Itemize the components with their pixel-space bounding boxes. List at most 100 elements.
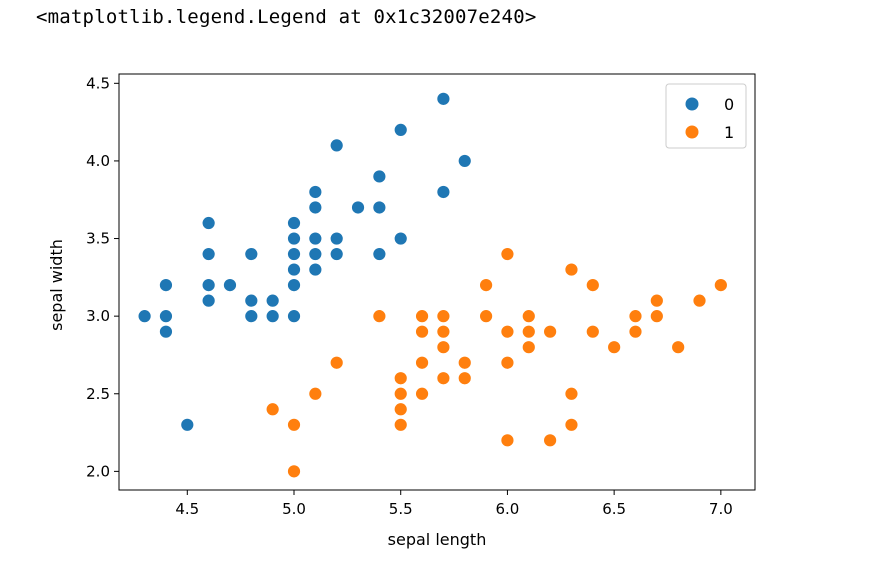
scatter-point-series-1: [521, 309, 536, 324]
y-axis-ticks: 2.0 2.5 3.0 3.5 4.0 4.5: [86, 74, 119, 480]
x-tick-label: 4.5: [175, 500, 199, 518]
y-tick-label: 4.5: [86, 74, 110, 92]
legend-label-1: 1: [724, 123, 734, 142]
scatter-point-series-1: [415, 355, 429, 370]
x-tick-label: 5.5: [389, 500, 413, 518]
legend-label-0: 0: [724, 95, 734, 114]
scatter-point-series-0: [223, 278, 237, 293]
scatter-point-series-1: [436, 371, 451, 386]
scatter-point-series-1: [671, 340, 686, 355]
scatter-point-series-1: [564, 386, 579, 401]
scatter-point-series-1: [372, 309, 387, 324]
scatter-point-series-0: [244, 293, 259, 308]
scatter-point-series-1: [585, 278, 600, 293]
scatter-point-series-1: [436, 309, 451, 324]
scatter-point-series-1: [521, 324, 536, 339]
scatter-point-series-1: [500, 324, 515, 339]
scatter-point-series-1: [649, 293, 664, 308]
scatter-point-series-0: [265, 293, 280, 308]
y-tick-label: 2.0: [86, 462, 110, 480]
scatter-point-series-0: [265, 309, 280, 324]
scatter-point-series-1: [628, 309, 643, 324]
scatter-point-series-1: [308, 386, 323, 401]
scatter-point-series-0: [244, 309, 259, 324]
scatter-point-series-0: [137, 309, 152, 324]
scatter-point-series-0: [329, 138, 344, 153]
x-tick-label: 6.5: [602, 500, 626, 518]
scatter-point-series-0: [308, 200, 323, 215]
scatter-point-series-1: [287, 417, 301, 432]
x-tick-label: 5.0: [282, 500, 306, 518]
scatter-point-series-0: [201, 293, 216, 308]
scatter-point-series-0: [372, 169, 387, 184]
scatter-point-series-0: [201, 216, 216, 230]
legend: 0 1: [665, 83, 747, 149]
scatter-point-series-1: [287, 464, 301, 479]
y-tick-label: 3.0: [86, 307, 110, 325]
scatter-point-series-1: [521, 340, 536, 355]
scatter-point-series-0: [308, 231, 323, 246]
scatter-point-series-0: [329, 231, 344, 246]
scatter-point-series-0: [287, 278, 301, 293]
scatter-point-series-1: [415, 386, 429, 401]
scatter-point-series-0: [351, 200, 365, 215]
legend-marker-0: [685, 97, 699, 111]
scatter-point-series-1: [436, 340, 451, 355]
scatter-point-series-0: [329, 247, 344, 261]
x-tick-label: 6.0: [495, 500, 519, 518]
scatter-point-series-1: [457, 371, 472, 386]
scatter-point-series-1: [265, 402, 280, 417]
scatter-point-series-1: [479, 278, 493, 293]
scatter-point-series-0: [372, 247, 387, 261]
scatter-point-series-0: [457, 154, 472, 168]
x-axis-ticks: 4.5 5.0 5.5 6.0 6.5 7.0: [175, 490, 733, 518]
scatter-point-series-0: [201, 278, 216, 293]
y-tick-label: 2.5: [86, 385, 110, 403]
scatter-point-series-0: [308, 185, 323, 199]
scatter-point-series-1: [329, 355, 344, 370]
scatter-point-series-1: [713, 278, 728, 293]
scatter-point-series-1: [649, 309, 664, 324]
scatter-point-series-1: [393, 417, 408, 432]
scatter-point-series-0: [393, 231, 408, 246]
scatter-point-series-1: [393, 386, 408, 401]
scatter-point-series-1: [393, 402, 408, 417]
scatter-point-series-0: [308, 247, 323, 261]
scatter-point-series-1: [564, 417, 579, 432]
scatter-point-series-1: [415, 309, 429, 324]
scatter-point-series-1: [628, 324, 643, 339]
scatter-point-series-1: [543, 324, 558, 339]
legend-marker-1: [685, 125, 699, 139]
scatter-point-series-0: [287, 262, 301, 277]
scatter-point-series-1: [564, 262, 579, 277]
scatter-point-series-1: [479, 309, 493, 324]
y-axis-label: sepal width: [47, 239, 66, 331]
scatter-points: [137, 91, 728, 479]
scatter-point-series-0: [180, 417, 195, 432]
x-axis-label: sepal length: [388, 530, 487, 549]
scatter-point-series-0: [159, 309, 173, 324]
cell-output-text: <matplotlib.legend.Legend at 0x1c32007e2…: [36, 6, 537, 28]
scatter-point-series-1: [457, 355, 472, 370]
scatter-point-series-1: [585, 324, 600, 339]
scatter-point-series-0: [287, 309, 301, 324]
scatter-point-series-0: [436, 91, 451, 106]
scatter-point-series-0: [159, 278, 173, 293]
scatter-point-series-1: [436, 324, 451, 339]
scatter-point-series-1: [500, 355, 515, 370]
scatter-point-series-1: [607, 340, 622, 355]
scatter-point-series-0: [308, 262, 323, 277]
y-tick-label: 4.0: [86, 152, 110, 170]
scatter-point-series-1: [500, 433, 515, 448]
scatter-point-series-0: [201, 247, 216, 261]
scatter-point-series-0: [372, 200, 387, 215]
scatter-point-series-1: [500, 247, 515, 261]
scatter-point-series-0: [244, 247, 259, 261]
scatter-point-series-0: [393, 122, 408, 137]
scatter-point-series-1: [692, 293, 707, 308]
scatter-point-series-0: [287, 216, 301, 230]
x-tick-label: 7.0: [709, 500, 733, 518]
scatter-point-series-0: [436, 185, 451, 199]
scatter-point-series-1: [543, 433, 558, 448]
